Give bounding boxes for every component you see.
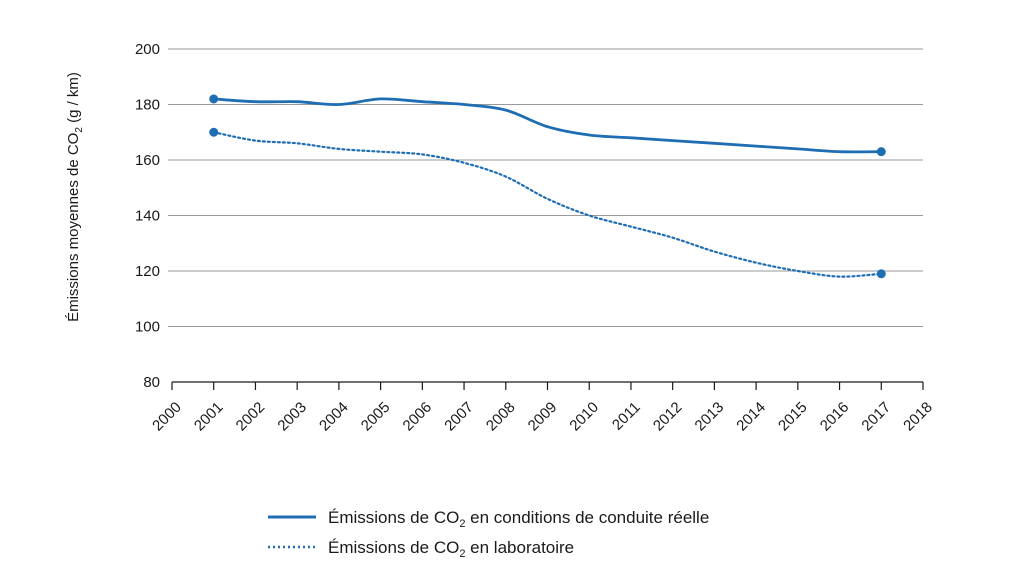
data-point-marker bbox=[209, 127, 219, 137]
x-axis bbox=[171, 381, 924, 390]
series-line-conduite-reelle bbox=[212, 97, 883, 154]
x-tick-label: 2016 bbox=[817, 399, 853, 435]
series-line-laboratoire bbox=[212, 131, 883, 278]
x-tick-label: 2018 bbox=[900, 399, 936, 435]
x-tick-label: 2015 bbox=[775, 399, 811, 435]
x-tick-label: 2007 bbox=[441, 399, 477, 435]
x-tick-label: 2001 bbox=[191, 399, 227, 435]
y-tick-label: 160 bbox=[135, 152, 160, 169]
x-tick-label: 2009 bbox=[525, 399, 561, 435]
x-tick-label: 2013 bbox=[692, 399, 728, 435]
legend-item-dotted: Émissions de CO2 en laboratoire bbox=[268, 538, 574, 560]
x-tick-label: 2011 bbox=[609, 399, 644, 434]
y-tick-label: 140 bbox=[135, 208, 160, 225]
data-point-marker bbox=[209, 94, 219, 104]
legend-label-dotted: Émissions de CO2 en laboratoire bbox=[328, 538, 574, 560]
x-tick-label: 2012 bbox=[650, 399, 686, 435]
x-tick-label: 2005 bbox=[358, 399, 394, 435]
x-tick-label: 2004 bbox=[316, 399, 352, 435]
legend-item-solid: Émissions de CO2 en conditions de condui… bbox=[268, 508, 709, 530]
legend-label-solid: Émissions de CO2 en conditions de condui… bbox=[328, 508, 709, 530]
x-tick-label: 2006 bbox=[400, 399, 436, 435]
series-lines bbox=[212, 97, 883, 278]
x-tick-label: 2002 bbox=[233, 399, 269, 435]
endpoint-markers bbox=[209, 94, 886, 279]
x-tick-label: 2017 bbox=[858, 399, 894, 435]
x-tick-label: 2003 bbox=[274, 399, 310, 435]
data-point-marker bbox=[876, 269, 886, 279]
data-point-marker bbox=[876, 147, 886, 157]
y-tick-label: 80 bbox=[143, 374, 160, 391]
x-tick-label: 2008 bbox=[483, 399, 519, 435]
gridlines bbox=[168, 48, 923, 327]
x-tick-label: 2014 bbox=[733, 399, 769, 435]
x-axis-ticks: 2000 2001 2002 2003 2004 2005 2006 2007 2008 2009… bbox=[149, 399, 936, 435]
x-tick-label: 2000 bbox=[149, 399, 185, 435]
y-tick-label: 180 bbox=[135, 97, 160, 114]
y-axis-label: Émissions moyennes de CO2 (g / km) bbox=[65, 72, 85, 322]
y-axis-ticks: 80 100 120 140 160 180 200 bbox=[135, 41, 160, 391]
y-tick-label: 200 bbox=[135, 41, 160, 58]
legend: Émissions de CO2 en conditions de condui… bbox=[268, 508, 709, 560]
y-tick-label: 120 bbox=[135, 263, 160, 280]
y-tick-label: 100 bbox=[135, 319, 160, 336]
x-tick-label: 2010 bbox=[566, 399, 602, 435]
